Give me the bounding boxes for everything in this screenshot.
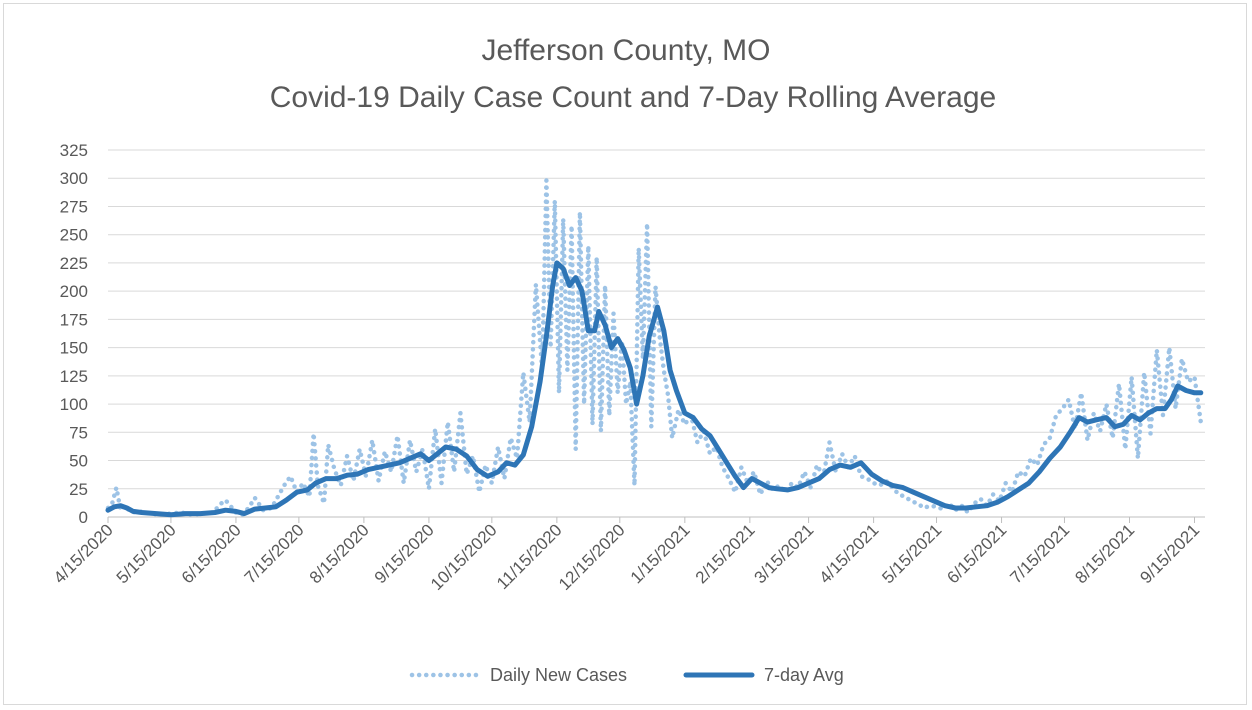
legend-label-daily-new-cases: Daily New Cases — [490, 665, 627, 685]
series-layer — [105, 178, 1204, 518]
x-tick-label: 1/15/2021 — [627, 520, 694, 587]
x-tick-label: 4/15/2021 — [816, 520, 883, 587]
legend: Daily New Cases 7-day Avg — [409, 665, 844, 685]
y-tick-label: 250 — [60, 226, 88, 245]
x-tick-label: 10/15/2020 — [427, 520, 501, 594]
x-tick-label: 8/15/2021 — [1071, 520, 1138, 587]
y-tick-label: 325 — [60, 141, 88, 160]
y-tick-label: 100 — [60, 395, 88, 414]
x-tick-label: 3/15/2021 — [750, 520, 817, 587]
chart-title: Jefferson County, MO — [481, 34, 770, 67]
x-tick-label: 9/15/2020 — [371, 520, 438, 587]
x-tick-label: 12/15/2020 — [555, 520, 629, 594]
y-tick-label: 300 — [60, 169, 88, 188]
x-tick-label: 5/15/2020 — [113, 520, 180, 587]
y-tick-label: 275 — [60, 197, 88, 216]
x-tick-label: 7/15/2020 — [241, 520, 308, 587]
x-axis-ticks: 4/15/20205/15/20206/15/20207/15/20208/15… — [50, 517, 1203, 594]
y-axis-ticks: 0 25 50 75 100 125 150 175 200 225 250 275 300 325 — [60, 141, 88, 527]
x-tick-label: 2/15/2021 — [692, 520, 759, 587]
y-tick-label: 150 — [60, 339, 88, 358]
x-tick-label: 11/15/2020 — [493, 520, 566, 593]
y-tick-label: 50 — [69, 452, 88, 471]
x-tick-label: 8/15/2020 — [306, 520, 373, 587]
x-tick-label: 4/15/2020 — [50, 520, 117, 587]
y-tick-label: 25 — [69, 480, 88, 499]
gridlines — [108, 149, 1205, 518]
y-tick-label: 75 — [69, 423, 88, 442]
x-tick-label: 7/15/2021 — [1006, 520, 1073, 587]
y-tick-label: 225 — [60, 254, 88, 273]
y-tick-label: 200 — [60, 282, 88, 301]
y-tick-label: 125 — [60, 367, 88, 386]
chart-subtitle: Covid-19 Daily Case Count and 7-Day Roll… — [270, 81, 997, 114]
y-tick-label: 0 — [79, 508, 88, 527]
x-tick-label: 6/15/2021 — [943, 520, 1010, 587]
x-tick-label: 6/15/2020 — [178, 520, 245, 587]
series-line-7-day-avg — [105, 260, 1204, 518]
y-tick-label: 175 — [60, 310, 88, 329]
x-tick-label: 9/15/2021 — [1136, 520, 1203, 587]
x-tick-label: 5/15/2021 — [878, 520, 945, 587]
legend-label-7-day-avg: 7-day Avg — [764, 665, 844, 685]
